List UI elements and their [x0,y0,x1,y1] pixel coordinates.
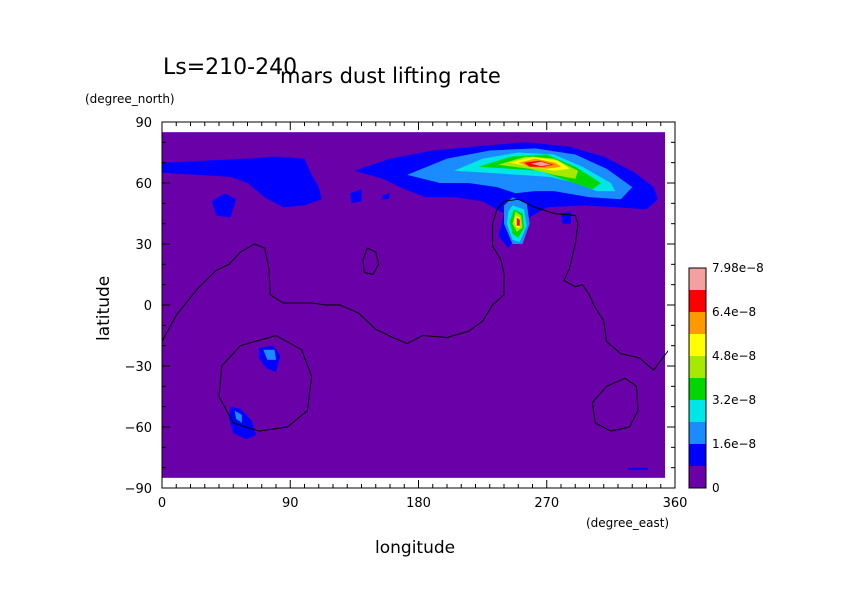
topography-line-0 [162,198,668,371]
chart-title: mars dust lifting rate [280,64,501,88]
colorbar-label: 3.2e−8 [712,393,756,407]
colorbar-swatch [689,334,706,356]
contour-region-southern-sliver [628,467,648,470]
x-tick-label: 360 [663,496,688,511]
topography-line-1 [218,334,313,432]
contour-region-blob-small-b [381,193,390,200]
contour-region-northern-band-west [162,156,322,208]
y-unit-label: (degree_north) [85,92,175,106]
colorbar: 0 1.6e−8 3.2e−8 4.8e−8 6.4e−8 7.98e−8 [688,261,764,495]
contour-region-blob-west [211,193,237,218]
x-tick-label: 90 [282,496,299,511]
contour-region-dome-l8 [516,217,520,226]
colorbar-label: 7.98e−8 [712,261,764,275]
colorbar-swatch [689,378,706,400]
contour-region-northern-cap-l9 [531,161,551,167]
colorbar-swatch [689,290,706,312]
y-axis-label: latitude [94,276,114,341]
contour-region-blob-small-a [350,189,362,204]
x-axis-ticks: 0 90 180 270 360 [158,122,688,511]
x-unit-label: (degree_east) [586,516,669,530]
colorbar-label: 6.4e−8 [712,305,756,319]
x-tick-label: 270 [534,496,559,511]
x-tick-label: 0 [158,496,166,511]
contour-region-southern-blob-a-l2 [263,349,276,360]
topography-line-2 [362,247,380,276]
y-tick-label: −30 [125,360,152,375]
contour-fills [162,142,658,470]
x-axis-label: longitude [375,538,455,558]
topography-line-3 [591,377,639,432]
colorbar-label: 4.8e−8 [712,349,756,363]
contour-region-southern-blob-b-l2 [234,410,242,423]
colorbar-swatch [689,268,706,290]
contour-region-blob-east-small [561,211,571,224]
colorbar-swatch [689,400,706,422]
y-tick-label: 90 [135,116,152,131]
y-tick-label: 60 [135,177,152,192]
colorbar-label: 1.6e−8 [712,437,756,451]
colorbar-label: 0 [712,481,720,495]
colorbar-swatch [689,422,706,444]
colorbar-swatch [689,466,706,488]
topography-lines [162,198,668,432]
y-axis-ticks: −90 −60 −30 0 30 60 90 [125,116,675,497]
colorbar-frame [688,267,707,489]
colorbar-swatch [689,444,706,466]
y-tick-label: −90 [125,482,152,497]
y-tick-label: −60 [125,421,152,436]
y-tick-label: 0 [144,299,152,314]
colorbar-swatch [689,356,706,378]
x-tick-label: 180 [406,496,431,511]
y-tick-label: 30 [135,238,152,253]
chart-subtitle: Ls=210-240 [163,55,297,80]
colorbar-swatch [689,312,706,334]
